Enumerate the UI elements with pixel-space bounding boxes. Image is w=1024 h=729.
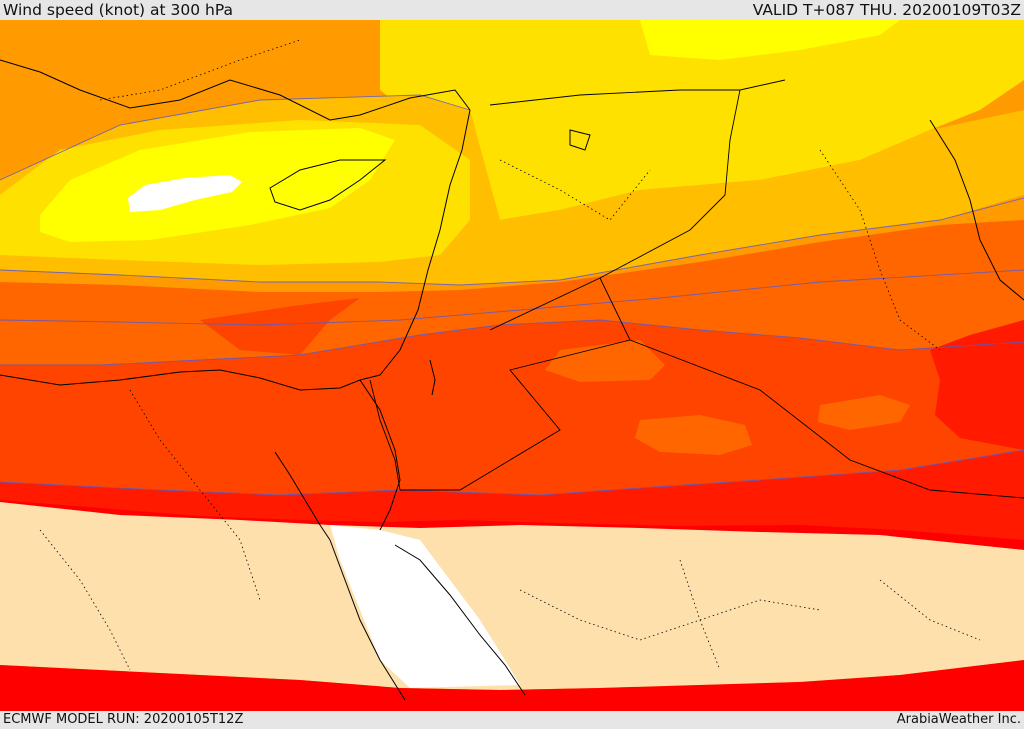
band-red-deep	[0, 500, 1024, 550]
band-sand	[0, 502, 1024, 690]
band-red	[0, 450, 1024, 548]
valid-time: VALID T+087 THU. 20200109T03Z	[752, 1, 1021, 19]
isotachs	[0, 94, 1024, 496]
band-red-east-bulge	[930, 320, 1024, 450]
band-orange-pocket-east	[635, 415, 752, 455]
borders	[369, 79, 1024, 499]
band-white-south	[330, 525, 520, 688]
band-orange-pocket-east2	[818, 395, 910, 430]
header-bar: Wind speed (knot) at 300 hPa VALID T+087…	[0, 0, 1024, 20]
band-orange-red-mid	[200, 298, 360, 355]
admin-borders	[39, 39, 981, 671]
band-orange-red	[0, 320, 1024, 495]
band-red-bottom	[0, 660, 1024, 711]
wind-speed-map	[0, 20, 1024, 711]
band-white-core	[128, 175, 242, 212]
credit: ArabiaWeather Inc.	[896, 712, 1021, 727]
band-yellow-ne	[380, 20, 1024, 220]
footer-bar: ECMWF MODEL RUN: 20200105T12Z ArabiaWeat…	[0, 711, 1024, 729]
band-orange-pocket	[545, 340, 665, 382]
model-run: ECMWF MODEL RUN: 20200105T12Z	[3, 712, 244, 727]
map-title: Wind speed (knot) at 300 hPa	[3, 1, 234, 19]
wind-bands	[0, 20, 1024, 711]
band-yellow-bright-ne	[640, 20, 900, 60]
